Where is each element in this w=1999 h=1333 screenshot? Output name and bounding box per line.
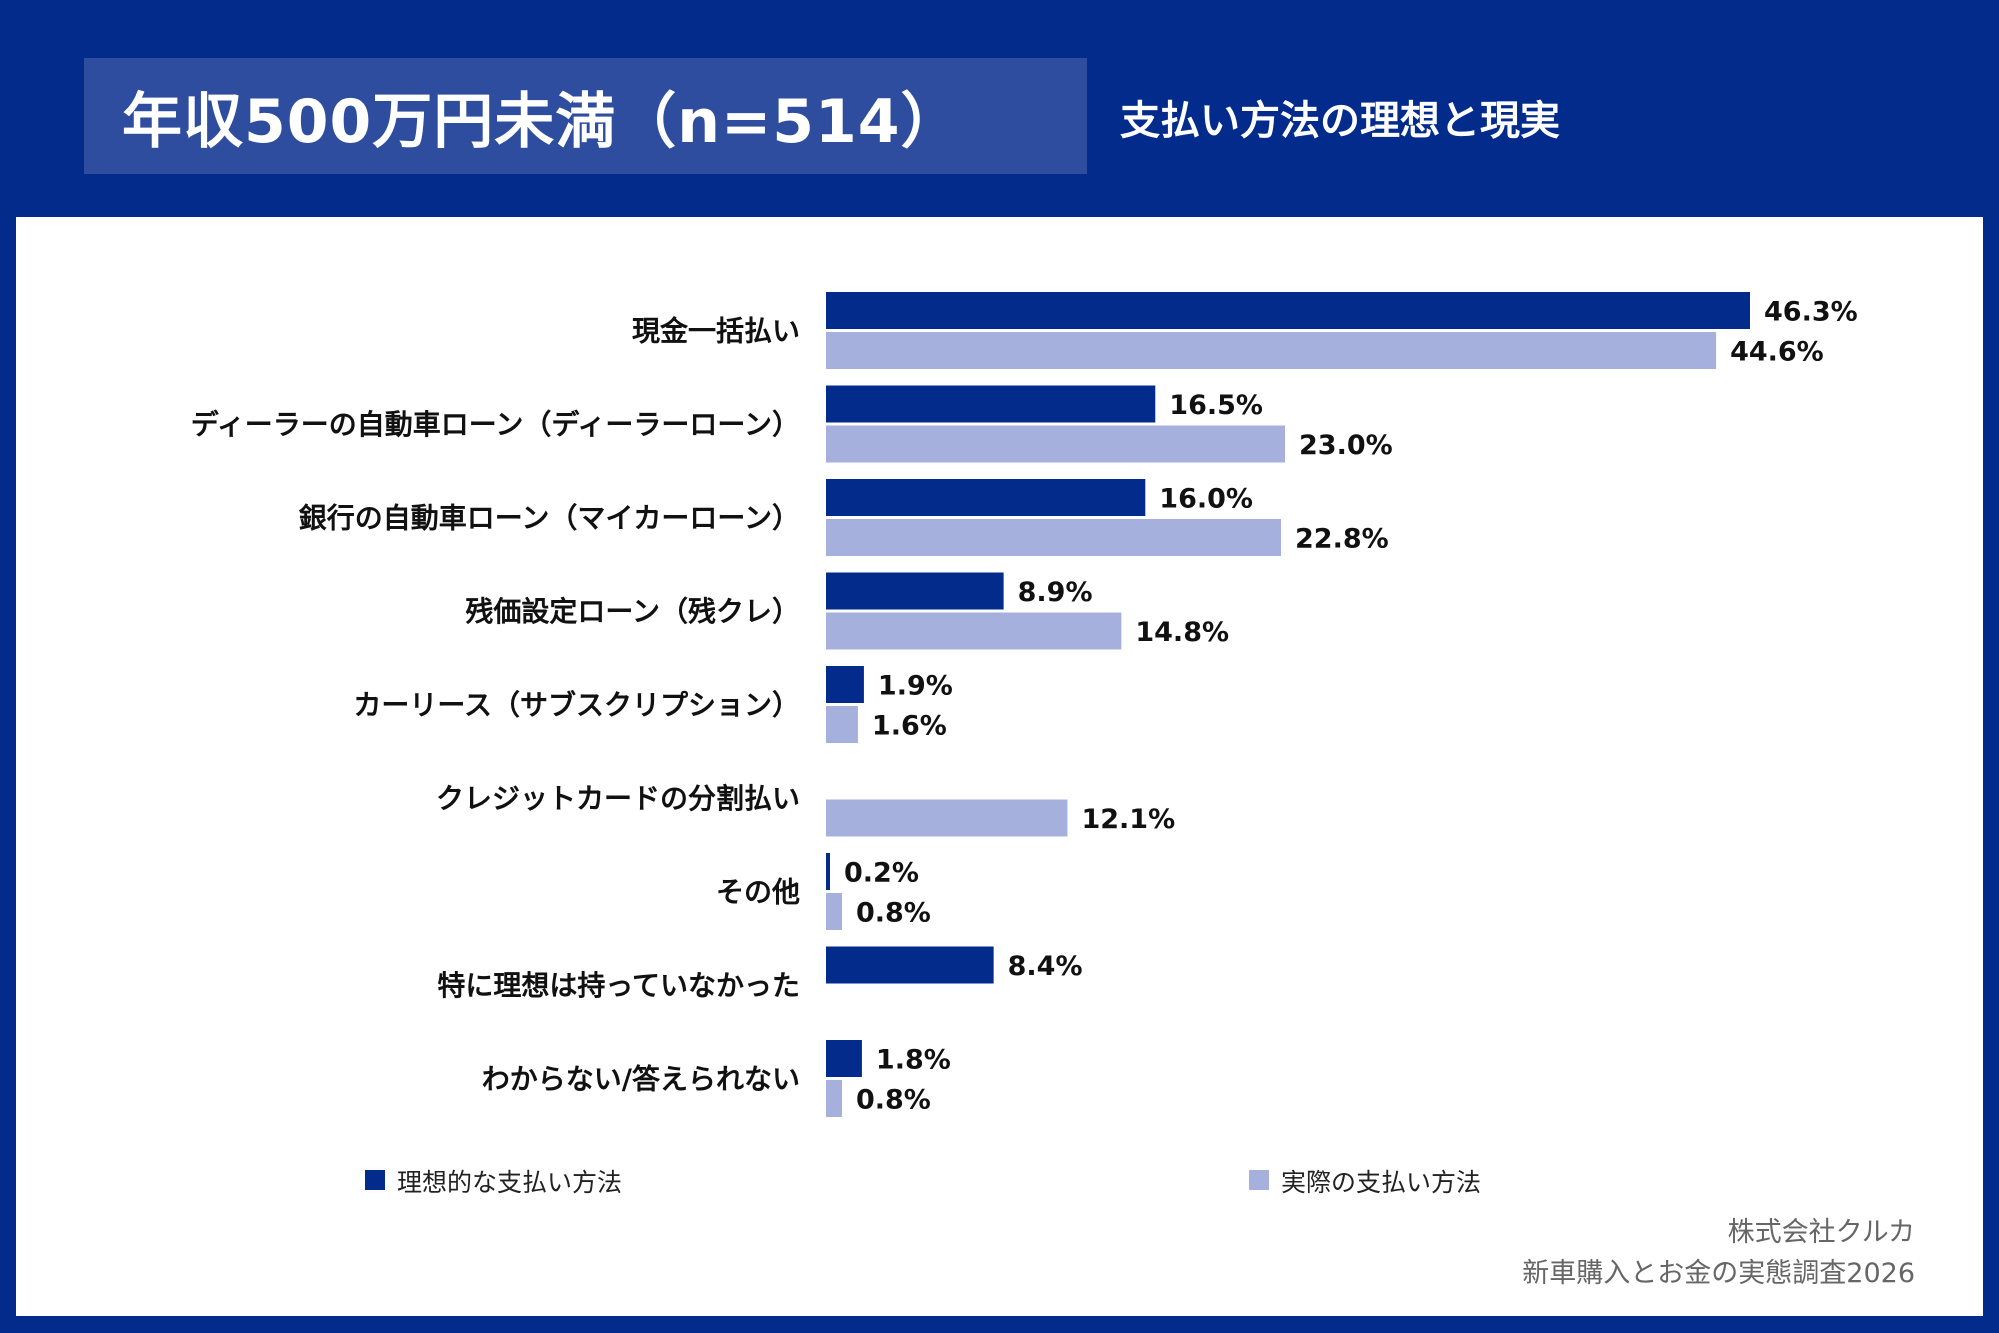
bar-actual — [826, 1080, 842, 1117]
value-label-actual: 12.1% — [1081, 804, 1175, 835]
value-label-ideal: 1.9% — [878, 671, 953, 702]
value-label-actual: 44.6% — [1730, 337, 1824, 368]
value-label-ideal: 46.3% — [1764, 297, 1858, 328]
category-label: その他 — [716, 876, 800, 909]
bar-actual — [826, 332, 1717, 369]
value-label-ideal: 16.0% — [1159, 484, 1253, 515]
value-label-actual: 1.6% — [872, 711, 947, 742]
value-label-actual: 22.8% — [1295, 524, 1389, 555]
bar-actual — [826, 706, 858, 743]
bar-actual — [826, 425, 1286, 463]
bar-ideal — [826, 479, 1146, 516]
value-label-ideal: 0.2% — [844, 858, 919, 889]
value-label-actual: 23.0% — [1299, 430, 1393, 461]
category-label: クレジットカードの分割払い — [436, 782, 800, 815]
title-box: 年収500万円未満（n=514） — [84, 58, 1087, 174]
bar-ideal — [826, 853, 830, 890]
category-label: 特に理想は持っていなかった — [437, 969, 800, 1002]
category-label: 銀行の自動車ローン（マイカーローン） — [299, 502, 800, 535]
value-label-ideal: 1.8% — [876, 1045, 951, 1076]
category-label: 現金一括払い — [632, 315, 800, 348]
legend-swatch-actual — [1249, 1170, 1269, 1190]
page-title: 年収500万円未満（n=514） — [122, 86, 962, 157]
bar-actual — [826, 893, 842, 930]
bar-ideal — [826, 946, 994, 984]
legend-label-ideal: 理想的な支払い方法 — [397, 1168, 622, 1197]
credit-survey: 新車購入とお金の実態調査2026 — [1522, 1258, 1915, 1289]
bar-actual — [826, 612, 1122, 650]
value-label-actual: 14.8% — [1135, 617, 1229, 648]
value-label-actual: 0.8% — [856, 898, 931, 929]
bar-ideal — [826, 385, 1156, 423]
bar-actual — [826, 799, 1068, 837]
value-label-ideal: 8.4% — [1008, 951, 1083, 982]
category-label: ディーラーの自動車ローン（ディーラーローン） — [191, 408, 800, 441]
chart-subtitle: 支払い方法の理想と現実 — [1120, 98, 1560, 144]
category-label: カーリース（サブスクリプション） — [353, 689, 800, 722]
bar-ideal — [826, 292, 1750, 329]
bar-ideal — [826, 1040, 862, 1077]
value-label-ideal: 8.9% — [1018, 577, 1093, 608]
bar-ideal — [826, 572, 1004, 610]
legend-label-actual: 実際の支払い方法 — [1281, 1168, 1481, 1197]
credit-company: 株式会社クルカ — [1728, 1217, 1915, 1248]
value-label-actual: 0.8% — [856, 1085, 931, 1116]
bar-actual — [826, 519, 1282, 556]
value-label-ideal: 16.5% — [1169, 390, 1263, 421]
category-label: わからない/答えられない — [482, 1063, 800, 1096]
bar-ideal — [826, 666, 864, 703]
category-label: 残価設定ローン（残クレ） — [465, 595, 800, 628]
legend-swatch-ideal — [365, 1170, 385, 1190]
